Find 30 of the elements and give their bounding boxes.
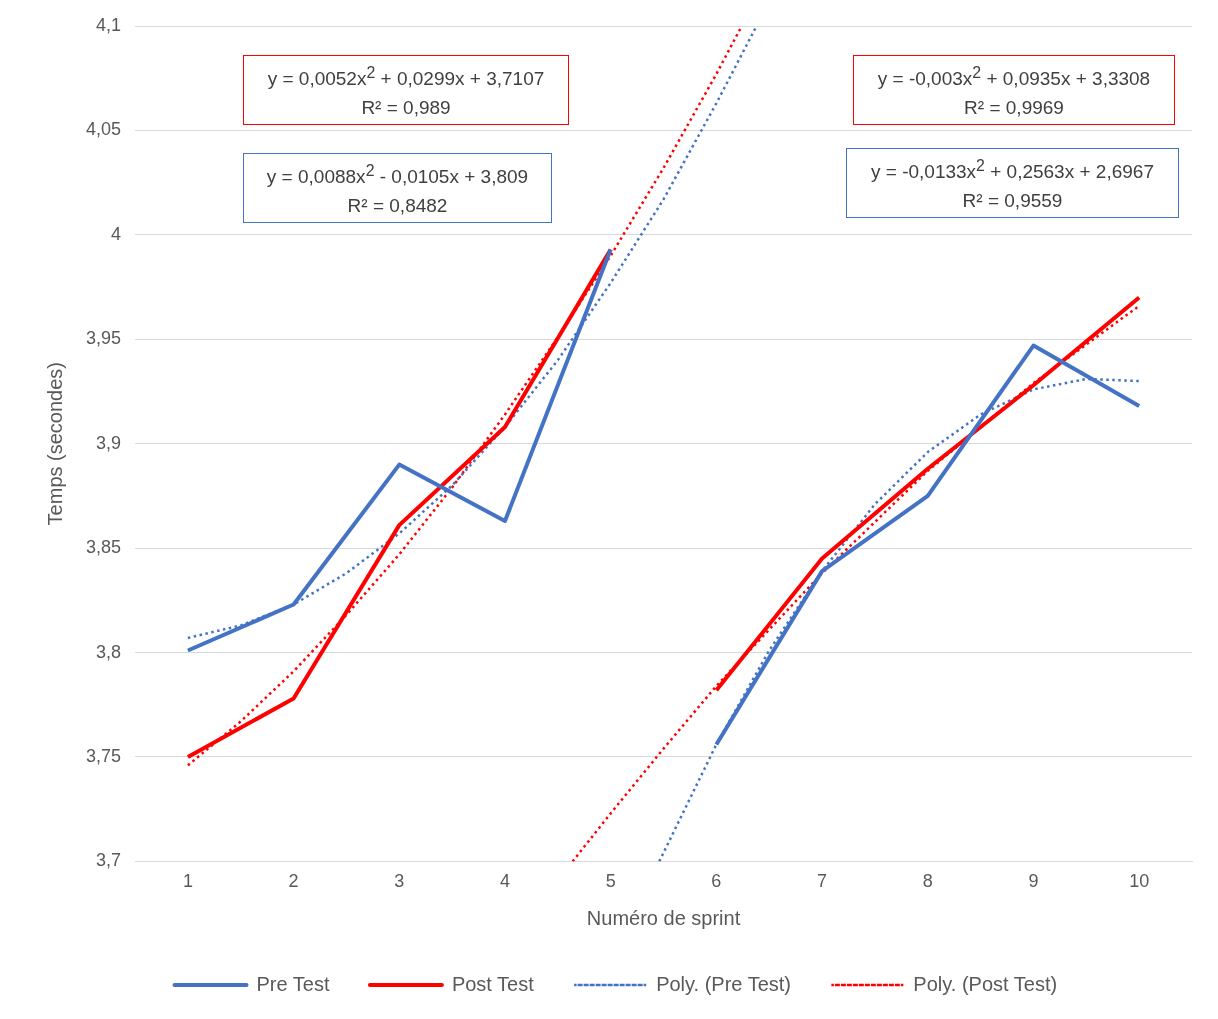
y-axis-title: Temps (secondes) [43,362,66,526]
annotation: y = 0,0052x$^{2}$ + 0,0299x + 3,7107 R² = 0,989 [243,55,569,126]
x-tick-label: 8 [922,871,933,892]
x-tick-label: 3 [394,871,405,892]
annotation: y = -0,003x$^{2}$ + 0,0935x + 3,3308 R² = 0,9969 [853,55,1175,126]
legend-label: Poly. (Post Test) [913,972,1058,995]
y-tick-label: 4,1 [96,14,122,35]
y-tick-label: 3,95 [85,328,122,349]
y-tick-label: 3,75 [85,745,122,766]
y-tick-label: 4 [111,223,122,244]
y-tick-label: 3,85 [85,537,122,558]
legend-label: Pre Test [256,972,330,995]
x-tick-label: 1 [182,871,193,892]
x-tick-label: 5 [605,871,616,892]
line-series [186,26,743,767]
y-tick-label: 3,7 [96,850,122,871]
x-tick-label: 7 [817,871,828,892]
x-tick-label: 4 [499,871,510,892]
y-tick-label: 4,05 [85,119,122,140]
x-axis-title: Numéro de sprint [586,906,741,929]
legend-label: Post Test [451,972,535,995]
x-tick-label: 10 [1129,871,1150,892]
x-tick-label: 9 [1028,871,1039,892]
x-tick-label: 6 [711,871,722,892]
y-tick-label: 3,8 [96,641,122,662]
y-tick-label: 3,9 [96,432,122,453]
annotation: y = 0,0088x$^{2}$ - 0,0105x + 3,809 R² = 0,8482 [243,153,552,224]
annotation: y = -0,0133x$^{2}$ + 0,2563x + 2,6967 R² = 0,9559 [846,148,1179,219]
legend-label: Poly. (Pre Test) [656,972,791,995]
x-tick-label: 2 [288,871,299,892]
